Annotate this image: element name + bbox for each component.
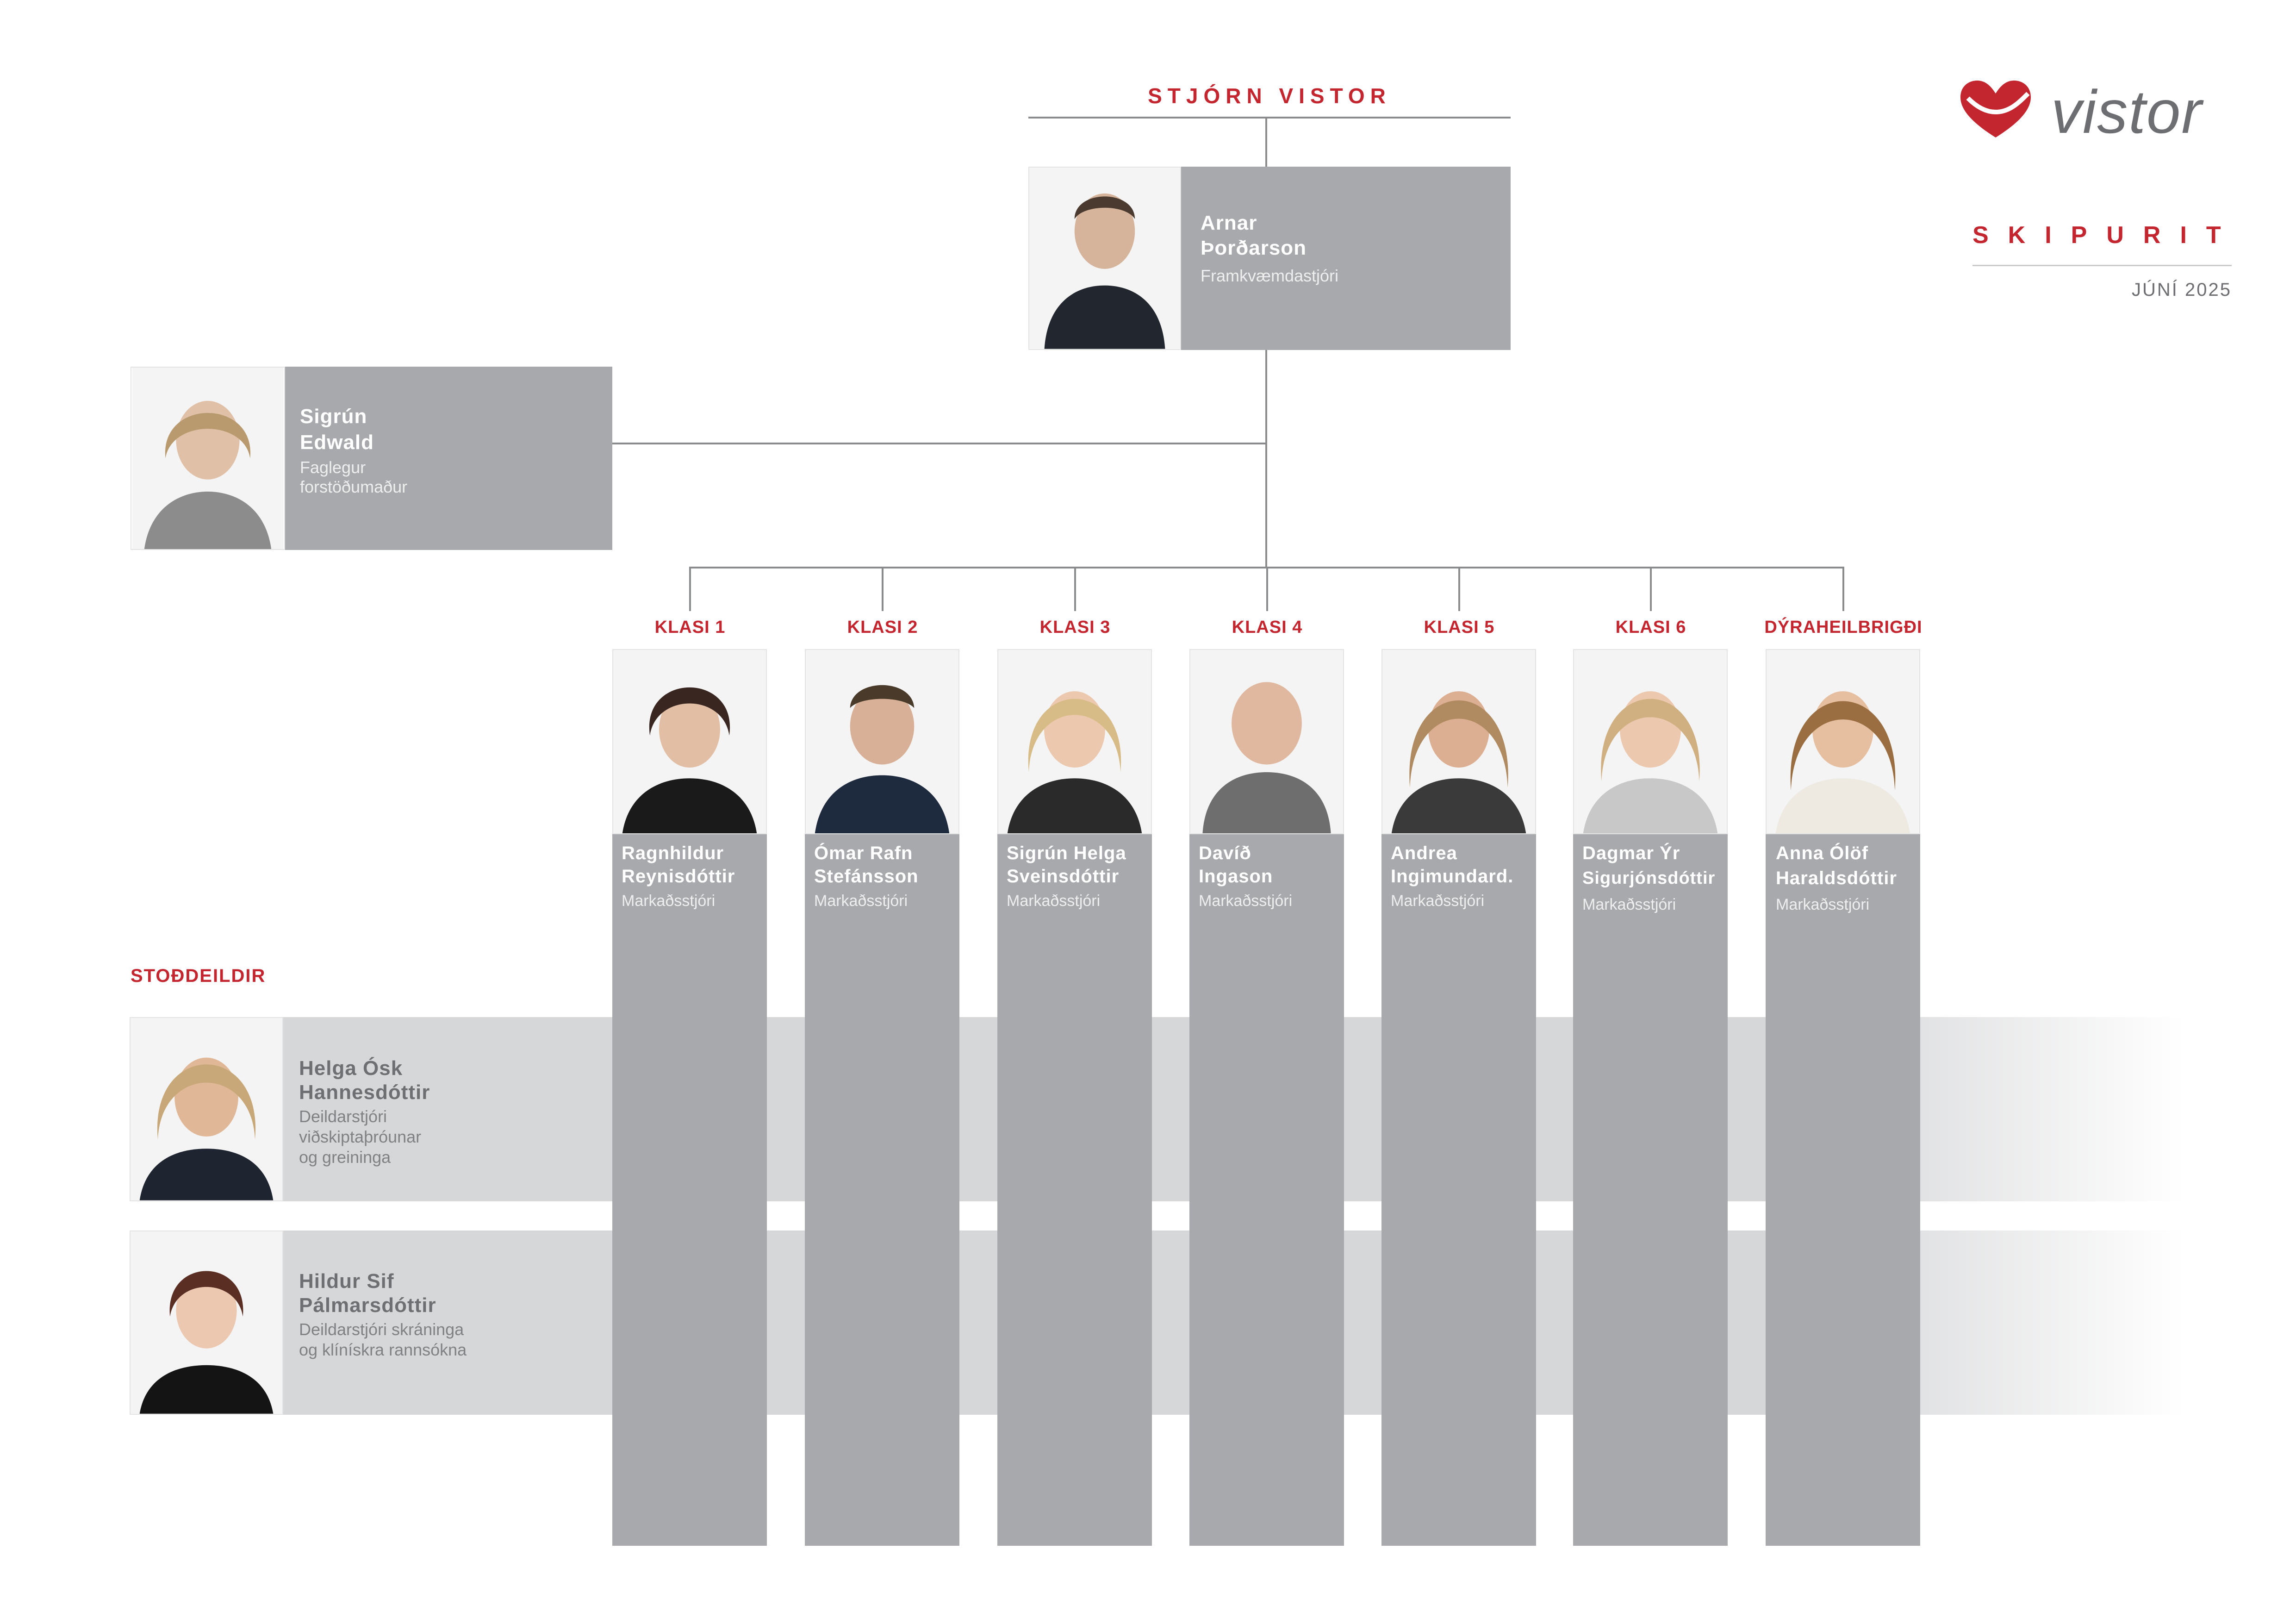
- brand-name: vistor: [2051, 78, 2203, 146]
- division-label: KLASI 4: [1232, 618, 1303, 637]
- division-name-line2: Ingason: [1199, 866, 1273, 887]
- division-card: Davíð Ingason Markaðsstjóri: [1189, 834, 1344, 1546]
- advisor-card: Sigrún Edwald Faglegur forstöðumaður: [285, 367, 612, 550]
- person-silhouette-icon: [131, 1231, 282, 1414]
- division-title: Markaðsstjóri: [1391, 892, 1485, 910]
- division-drop-4: [1266, 567, 1268, 611]
- person-silhouette-icon: [1190, 650, 1343, 833]
- heart-icon: [1960, 81, 2031, 137]
- ceo-name-line1: Arnar: [1201, 212, 1257, 234]
- ceo-trunk: [1265, 350, 1267, 568]
- support-photo-1: [130, 1017, 283, 1201]
- support-label: STOÐDEILDIR: [131, 966, 266, 986]
- support-title-line3: og greininga: [299, 1148, 391, 1167]
- support-title-line1: Deildarstjóri: [299, 1107, 387, 1126]
- support-name-line2: Pálmarsdóttir: [299, 1294, 436, 1317]
- document-title: SKIPURIT: [1972, 222, 2240, 249]
- division-photo: [805, 649, 959, 834]
- division-name-line1: Ómar Rafn: [814, 843, 913, 863]
- division-drop-7: [1842, 567, 1844, 611]
- division-title: Markaðsstjóri: [1776, 896, 1870, 913]
- person-silhouette-icon: [613, 650, 766, 833]
- division-name-line1: Ragnhildur: [622, 843, 724, 863]
- person-silhouette-icon: [998, 650, 1151, 833]
- person-silhouette-icon: [806, 650, 958, 833]
- division-label: DÝRAHEILBRIGÐI: [1764, 618, 1923, 637]
- division-title: Markaðsstjóri: [1582, 896, 1676, 913]
- ceo-name-line2: Þorðarson: [1201, 237, 1307, 259]
- support-title-line1: Deildarstjóri skráninga: [299, 1320, 464, 1339]
- person-silhouette-icon: [1767, 650, 1919, 833]
- division-name-line2: Haraldsdóttir: [1776, 868, 1897, 888]
- division-drop-2: [882, 567, 884, 611]
- division-title: Markaðsstjóri: [1007, 892, 1101, 910]
- person-silhouette-icon: [132, 368, 284, 549]
- division-drop-6: [1650, 567, 1652, 611]
- division-photo: [997, 649, 1152, 834]
- division-label: KLASI 1: [654, 618, 726, 637]
- division-name-line2: Sveinsdóttir: [1007, 866, 1120, 887]
- division-photo: [1766, 649, 1920, 834]
- division-label: KLASI 3: [1039, 618, 1111, 637]
- ceo-photo: [1028, 167, 1181, 350]
- division-card: Ómar Rafn Stefánsson Markaðsstjóri: [805, 834, 959, 1546]
- support-name-line1: Hildur Sif: [299, 1270, 394, 1293]
- division-label: KLASI 6: [1615, 618, 1686, 637]
- division-drop-3: [1074, 567, 1076, 611]
- support-name-line2: Hannesdóttir: [299, 1081, 430, 1104]
- division-name-line1: Sigrún Helga: [1007, 843, 1126, 863]
- division-name-line1: Davíð: [1199, 843, 1251, 863]
- division-drop-5: [1458, 567, 1460, 611]
- advisor-name-line1: Sigrún: [300, 405, 367, 428]
- division-title: Markaðsstjóri: [814, 892, 908, 910]
- division-name-line2: Sigurjónsdóttir: [1582, 868, 1716, 888]
- person-silhouette-icon: [131, 1018, 282, 1200]
- division-name-line2: Ingimundard.: [1391, 866, 1514, 887]
- vistor-logo: vistor: [1959, 78, 2246, 146]
- division-photo: [612, 649, 767, 834]
- ceo-title: Framkvæmdastjóri: [1201, 266, 1339, 285]
- support-title-line2: og klínískra rannsókna: [299, 1340, 467, 1359]
- ceo-card: Arnar Þorðarson Framkvæmdastjóri: [1181, 167, 1511, 350]
- division-card: Anna Ólöf Haraldsdóttir Markaðsstjóri: [1766, 834, 1920, 1546]
- division-name-line1: Anna Ólöf: [1776, 843, 1869, 863]
- advisor-connector: [612, 443, 1266, 444]
- division-title: Markaðsstjóri: [622, 892, 716, 910]
- division-photo: [1189, 649, 1344, 834]
- advisor-title-line1: Faglegur: [300, 458, 366, 477]
- document-date: JÚNÍ 2025: [2132, 280, 2232, 300]
- advisor-photo: [131, 367, 285, 550]
- person-silhouette-icon: [1382, 650, 1535, 833]
- division-label: KLASI 2: [847, 618, 918, 637]
- division-drop-1: [689, 567, 691, 611]
- advisor-name-line2: Edwald: [300, 431, 374, 454]
- division-card: Ragnhildur Reynisdóttir Markaðsstjóri: [612, 834, 767, 1546]
- division-card: Dagmar Ýr Sigurjónsdóttir Markaðsstjóri: [1573, 834, 1728, 1546]
- division-photo: [1573, 649, 1728, 834]
- support-photo-2: [130, 1230, 283, 1415]
- division-label: KLASI 5: [1424, 618, 1495, 637]
- division-card: Andrea Ingimundard. Markaðsstjóri: [1381, 834, 1536, 1546]
- support-name-line1: Helga Ósk: [299, 1057, 403, 1080]
- board-underline: [1028, 117, 1511, 119]
- person-silhouette-icon: [1574, 650, 1727, 833]
- division-name-line2: Reynisdóttir: [622, 866, 735, 887]
- advisor-title-line2: forstöðumaður: [300, 477, 408, 496]
- division-name-line1: Andrea: [1391, 843, 1457, 863]
- division-name-line1: Dagmar Ýr: [1582, 843, 1680, 863]
- division-title: Markaðsstjóri: [1199, 892, 1293, 910]
- board-label: STJÓRN VISTOR: [1148, 84, 1391, 108]
- person-silhouette-icon: [1029, 168, 1180, 349]
- division-name-line2: Stefánsson: [814, 866, 919, 887]
- support-title-line2: viðskiptaþróunar: [299, 1127, 422, 1146]
- division-photo: [1381, 649, 1536, 834]
- board-connector: [1265, 118, 1267, 167]
- division-card: Sigrún Helga Sveinsdóttir Markaðsstjóri: [997, 834, 1152, 1546]
- title-underline: [1972, 265, 2232, 266]
